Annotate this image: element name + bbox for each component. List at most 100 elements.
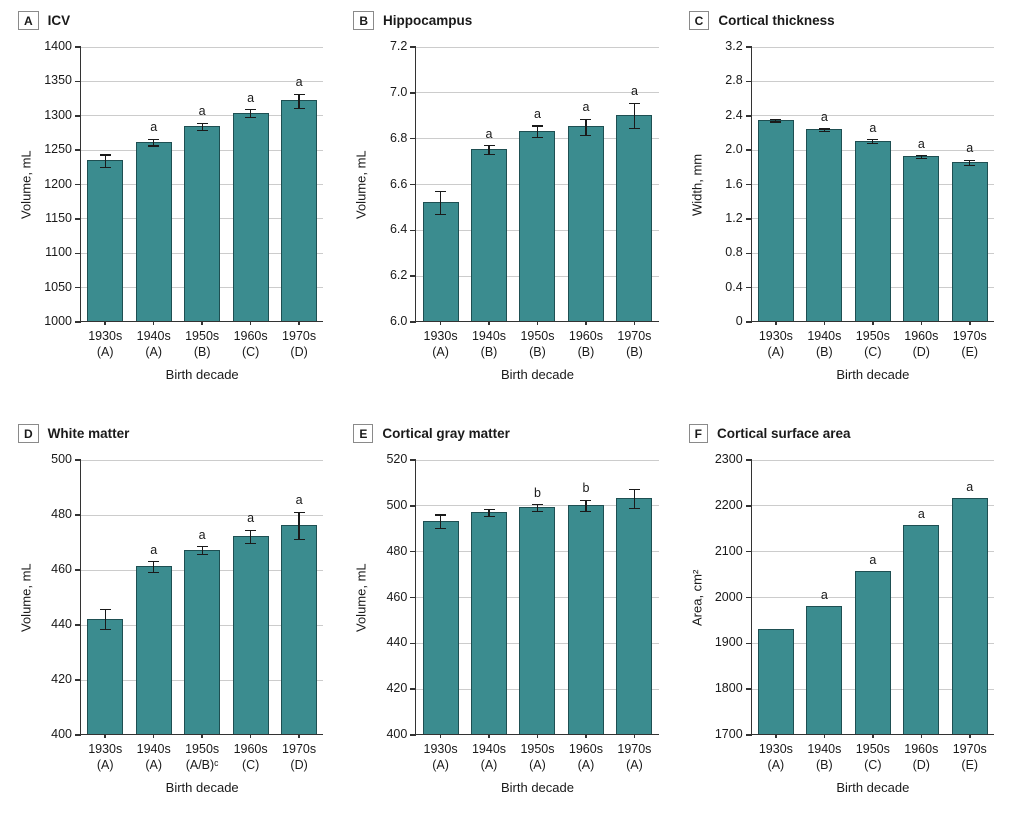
- y-tick-label: 500: [51, 452, 72, 466]
- significance-letter: b: [582, 481, 590, 496]
- y-tick-mark: [410, 183, 417, 186]
- error-bar-cap-bottom: [293, 107, 305, 109]
- y-tick-label: 1400: [44, 39, 72, 53]
- error-bar-cap-bottom: [915, 157, 927, 159]
- y-tick-label: 1050: [44, 279, 72, 294]
- x-tick-mark: [201, 734, 203, 738]
- y-tick-label: 0.8: [725, 245, 743, 260]
- error-bar: [488, 509, 490, 517]
- panels-grid: A ICV Volume, mL 1000 1050 1100 1150 1200 1250 13…: [18, 10, 1010, 814]
- error-bar: [920, 155, 922, 159]
- x-category-label: 1940s (A): [136, 329, 171, 360]
- y-tick-label: 0: [735, 314, 743, 328]
- panel-e: E Cortical gray matter Volume, mL 400 420 440…: [353, 423, 674, 814]
- error-bar-cap-bottom: [293, 539, 305, 541]
- y-tick-label: 6.2: [389, 268, 408, 283]
- error-bar: [298, 94, 300, 109]
- error-bar: [250, 530, 252, 544]
- error-bar: [536, 126, 539, 138]
- error-bar: [153, 561, 155, 573]
- error-bar-cap-bottom: [531, 136, 543, 139]
- y-tick-mark: [745, 183, 752, 186]
- plot-area-a: 1000 1050 1100 1150 1200 1250 1300 1350 1400 1930…: [44, 39, 324, 382]
- panel-header-c: C Cortical thickness: [688, 10, 1010, 30]
- error-bar-cap-top: [245, 529, 257, 531]
- bar-1930s: [757, 628, 794, 734]
- error-bar-cap-bottom: [531, 510, 543, 513]
- significance-letter: a: [917, 507, 925, 522]
- y-tick-label: 1700: [714, 727, 743, 741]
- panel-body: Area, cm² 1700 1800 1900 2000 2100 2200 2300 193…: [689, 452, 1010, 795]
- error-bar: [585, 500, 587, 512]
- plot-outer: 400 420 440 460 480 500 520 1930s (A) 1940s (A) b…: [386, 452, 659, 795]
- panel-header-b: B Hippocampus: [353, 10, 674, 30]
- significance-letter: a: [534, 107, 541, 122]
- error-bar-cap-bottom: [964, 164, 976, 167]
- y-tick-label: 2300: [714, 452, 743, 466]
- error-bar: [488, 145, 490, 155]
- x-tick-mark: [488, 321, 490, 325]
- y-tick-label: 440: [51, 617, 72, 631]
- y-tick-label: 1.2: [725, 210, 743, 225]
- bar-1950s: [184, 125, 221, 321]
- error-bar: [153, 139, 155, 146]
- error-bar-cap-bottom: [435, 213, 447, 215]
- x-category-label: 1930s (A): [423, 329, 458, 360]
- error-bar-cap-top: [148, 561, 160, 563]
- y-tick-label: 6.0: [389, 314, 408, 328]
- y-tick-mark: [410, 275, 417, 277]
- y-tick-label: 480: [51, 507, 72, 521]
- x-tick-mark: [104, 321, 106, 325]
- gridline: [416, 46, 659, 48]
- error-bar-cap-top: [964, 159, 976, 162]
- panel-body: Width, mm 0 0.4 0.8 1.2 1.6 2.0 2.4 2.8 3.2 1930s …: [689, 39, 1010, 382]
- error-bar-cap-bottom: [580, 510, 592, 513]
- y-tick-label: 480: [386, 543, 408, 558]
- x-category-label: 1970s (D): [282, 742, 317, 773]
- panel-title: Cortical surface area: [717, 425, 851, 441]
- y-tick-mark: [75, 569, 81, 571]
- y-tick-label: 1300: [44, 107, 72, 122]
- x-tick-mark: [298, 321, 300, 325]
- x-category-label: 1970s (B): [617, 329, 652, 360]
- error-bar-cap-bottom: [99, 166, 111, 168]
- error-bar: [633, 489, 635, 509]
- panel-body: Volume, mL 400 420 440 460 480 500 1930s (A) a 19…: [18, 452, 339, 795]
- error-bar: [439, 515, 442, 529]
- error-bar: [201, 546, 203, 555]
- x-tick-mark: [585, 734, 587, 738]
- y-tick-mark: [410, 321, 417, 323]
- x-category-label: 1960s (B): [568, 329, 603, 360]
- error-bar-cap-top: [770, 119, 782, 121]
- y-tick-mark: [410, 734, 417, 736]
- y-tick-mark: [745, 46, 752, 48]
- plot-area-c: 0 0.4 0.8 1.2 1.6 2.0 2.4 2.8 3.2 1930s (A) a 1940s…: [725, 39, 994, 382]
- error-bar-cap-top: [483, 508, 495, 510]
- bar-1940s: [471, 149, 508, 321]
- error-bar-cap-bottom: [628, 507, 640, 509]
- bar-1960s: [903, 525, 940, 734]
- bar-1930s: [87, 618, 124, 734]
- error-bar: [298, 512, 300, 540]
- y-tick-mark: [745, 734, 752, 736]
- error-bar-cap-top: [628, 489, 640, 491]
- y-tick-label: 420: [386, 681, 408, 696]
- y-tick-mark: [745, 459, 752, 461]
- x-tick-mark: [823, 321, 826, 325]
- y-tick-mark: [75, 80, 81, 83]
- y-axis-label: Volume, mL: [353, 150, 369, 219]
- y-tick-mark: [410, 229, 417, 232]
- y-tick-mark: [75, 679, 81, 681]
- y-axis-label: Width, mm: [689, 153, 705, 216]
- y-tick-mark: [410, 596, 417, 599]
- error-bar-cap-bottom: [770, 121, 782, 123]
- x-category-label: 1950s (C): [855, 329, 890, 360]
- bar-1970s: [951, 162, 988, 321]
- bar-1960s: [232, 112, 269, 321]
- plot-outer: 6.0 6.2 6.4 6.6 6.8 7.0 7.2 1930s (A) a 1940s (B)…: [390, 39, 659, 382]
- y-tick-mark: [745, 286, 752, 289]
- plot-area-f: 1700 1800 1900 2000 2100 2200 2300 1930s (A) a 19…: [715, 452, 994, 795]
- error-bar-cap-top: [245, 108, 257, 111]
- y-tick-label: 6.4: [389, 222, 408, 237]
- y-tick-label: 2.8: [725, 73, 743, 88]
